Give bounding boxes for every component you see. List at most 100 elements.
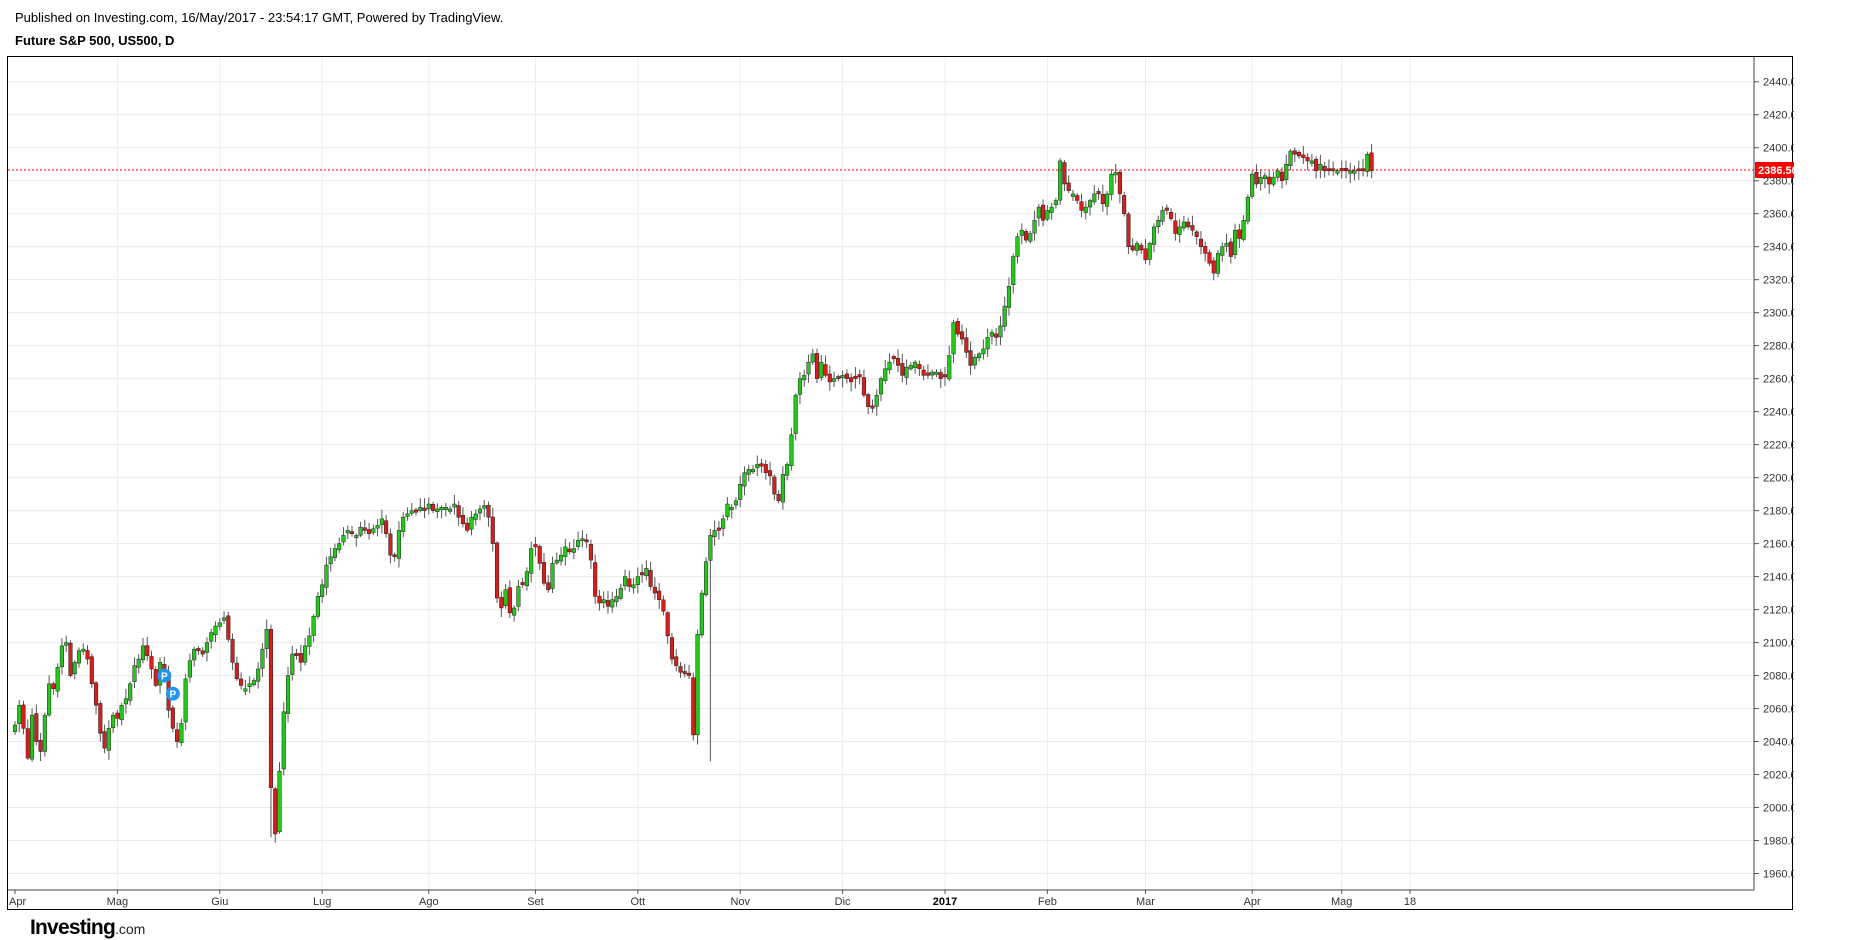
candle-body <box>550 563 555 589</box>
candle-body <box>802 375 807 381</box>
candle-body <box>1126 213 1131 247</box>
candle-body <box>307 635 312 647</box>
candle-body <box>533 544 538 548</box>
candle-body <box>1352 170 1357 174</box>
candle-body <box>576 540 581 547</box>
candle-body <box>1237 229 1242 239</box>
candle-body <box>605 600 611 607</box>
y-tick-label: 2400.00 <box>1763 143 1794 155</box>
x-tick-label: 18 <box>1404 896 1416 908</box>
axes: 1960.00 1980.00 2000.00 2020.00 2040.00 2060.… <box>8 57 1794 908</box>
candle-body <box>332 548 337 558</box>
chart-frame[interactable]: 2386.50 PP 1960.00 1980.00 2000.00 2020.00 2… <box>7 56 1794 939</box>
candle-body <box>721 518 726 529</box>
candle-body <box>128 683 133 701</box>
candle-body <box>132 665 137 683</box>
candle-body <box>998 325 1003 338</box>
x-tick-label: Mag <box>1331 896 1352 908</box>
y-tick-label: 2280.00 <box>1763 341 1794 353</box>
candle-body <box>345 530 350 534</box>
y-tick-label: 2360.00 <box>1763 209 1794 221</box>
candle-body <box>1023 231 1029 241</box>
candle-body <box>405 513 410 517</box>
last-price-label: 2386.50 <box>1758 165 1794 177</box>
candle-body <box>524 571 529 586</box>
candle-body <box>435 508 440 513</box>
candle-body <box>482 505 487 509</box>
event-marker <box>165 686 180 701</box>
candle-body <box>1156 220 1161 228</box>
candle-body <box>853 375 858 379</box>
y-tick-label: 2100.00 <box>1763 638 1794 650</box>
candle-body <box>25 728 30 759</box>
candle-body <box>358 526 363 536</box>
candle-body <box>1122 195 1127 214</box>
y-tick-label: 2020.00 <box>1763 770 1794 782</box>
candle-body <box>1365 154 1370 172</box>
candle-body <box>934 371 939 375</box>
candle-body <box>12 724 18 732</box>
candle-body <box>260 648 265 669</box>
candle-body <box>1173 220 1178 234</box>
candle-body <box>285 675 291 714</box>
candle-body <box>64 642 69 646</box>
candle-body <box>793 394 798 434</box>
candle-body <box>1109 173 1114 195</box>
candle-body <box>413 509 419 513</box>
candle-body <box>469 516 474 530</box>
candle-body <box>1190 225 1195 231</box>
candle-body <box>981 348 986 355</box>
last-price-line: 2386.50 <box>8 161 1794 178</box>
candle-body <box>303 645 308 663</box>
candle-body <box>123 698 128 705</box>
candle-body <box>1139 244 1144 251</box>
candle-body <box>563 546 568 557</box>
candle-body <box>964 337 969 353</box>
candle-body <box>1117 171 1122 195</box>
candle-body <box>315 596 320 617</box>
candle-body <box>145 645 150 657</box>
candle-body <box>418 507 423 511</box>
candle-body <box>94 682 99 706</box>
candle-body <box>1254 171 1259 185</box>
candle-body <box>1113 172 1118 176</box>
candle-body <box>597 595 602 604</box>
candle-body <box>55 667 60 692</box>
event-marker <box>157 668 172 683</box>
candle-body <box>917 364 922 370</box>
candle-body <box>832 378 837 382</box>
candle-body <box>951 322 956 355</box>
candle-body <box>111 714 116 728</box>
candle-body <box>1019 229 1024 236</box>
candle-body <box>1314 159 1319 172</box>
candle-body <box>1062 162 1067 185</box>
candle-body <box>691 677 696 736</box>
candle-body <box>567 548 572 553</box>
candle-body <box>584 539 589 543</box>
x-tick-label: Giu <box>211 896 228 908</box>
candle-body <box>810 353 815 363</box>
candlestick-chart[interactable]: 2386.50 PP 1960.00 1980.00 2000.00 2020.00 2… <box>8 57 1794 911</box>
candle-body <box>678 666 683 673</box>
candle-body <box>1275 170 1280 178</box>
candle-body <box>452 503 457 508</box>
candle-body <box>797 378 802 395</box>
candle-body <box>196 648 201 652</box>
candle-body <box>187 660 192 678</box>
candle-body <box>989 332 994 337</box>
candle-body <box>21 704 26 729</box>
y-tick-label: 2240.00 <box>1763 407 1794 419</box>
candle-body <box>1258 177 1263 184</box>
candle-body <box>341 535 346 543</box>
candle-body <box>1006 286 1012 308</box>
candle-body <box>1284 163 1289 180</box>
candle-body <box>1228 241 1233 257</box>
candle-body <box>674 656 679 666</box>
candle-body <box>1002 305 1007 327</box>
candle-body <box>439 507 444 511</box>
candle-body <box>840 375 845 379</box>
candle-body <box>1160 210 1165 222</box>
candle-body <box>887 361 892 371</box>
candle-body <box>51 683 56 690</box>
candle-body <box>776 493 781 501</box>
